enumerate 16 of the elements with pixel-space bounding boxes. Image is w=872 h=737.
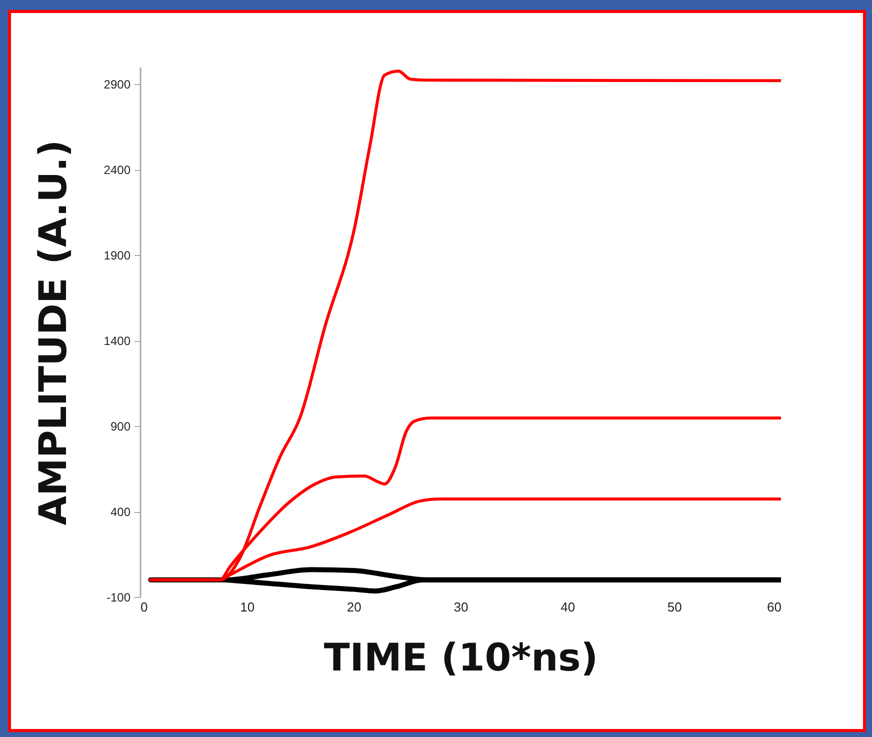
y-axis-title: AMPLITUDE (A.U.) <box>30 140 75 526</box>
y-tick-label: 1400 <box>104 334 131 348</box>
x-axis-title: TIME (10*ns) <box>324 636 598 680</box>
x-tick-label: 0 <box>140 600 148 614</box>
x-tick-label: 40 <box>560 600 576 614</box>
x-tick-label: 60 <box>767 600 782 614</box>
y-tick-label: 2400 <box>104 163 131 178</box>
y-tick-label: 2900 <box>104 78 131 92</box>
y-tick-label: 1900 <box>104 248 131 263</box>
x-tick-label: 10 <box>240 600 255 614</box>
y-tick-label: 900 <box>110 420 131 434</box>
y-tick-label: 400 <box>110 505 131 520</box>
x-tick-label: 20 <box>346 600 362 614</box>
x-tick-label: 50 <box>667 600 682 614</box>
y-tick-label: -100 <box>106 590 131 604</box>
x-tick-label: 30 <box>454 600 468 614</box>
